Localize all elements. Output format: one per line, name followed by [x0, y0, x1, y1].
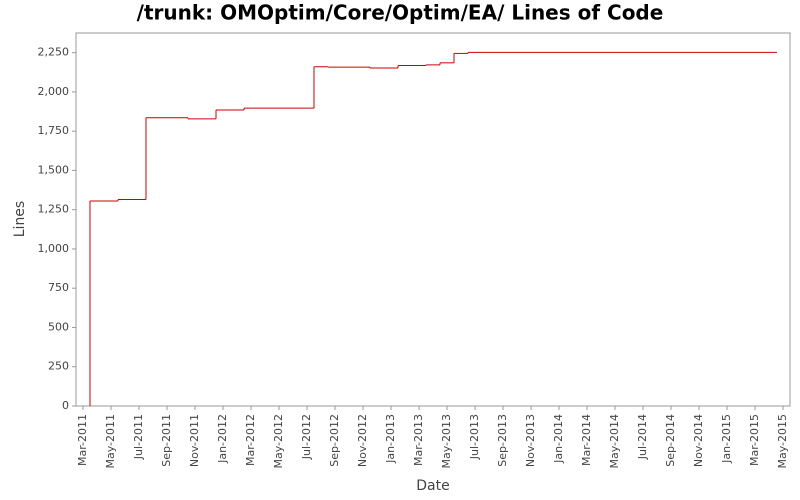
y-tick-label: 0 [62, 399, 69, 412]
x-tick-label: Jan-2012 [216, 414, 229, 464]
x-tick-label: May-2014 [608, 414, 621, 469]
y-tick-label: 1,500 [38, 163, 70, 176]
x-tick-label: Jul-2014 [636, 414, 649, 460]
x-tick-label: Nov-2014 [692, 414, 705, 467]
x-tick-label: May-2015 [776, 414, 789, 469]
x-tick-label: Mar-2014 [580, 414, 593, 466]
x-tick-label: Sep-2011 [160, 414, 173, 467]
y-tick-label: 250 [48, 360, 69, 373]
x-tick-label: May-2012 [272, 414, 285, 469]
x-tick-label: Sep-2012 [328, 414, 341, 467]
x-tick-label: Jul-2012 [300, 414, 313, 460]
x-tick-label: Jan-2015 [720, 414, 733, 464]
x-tick-label: Jul-2011 [132, 414, 145, 460]
x-tick-label: Mar-2011 [76, 414, 89, 466]
y-tick-label: 750 [48, 281, 69, 294]
y-tick-label: 500 [48, 320, 69, 333]
y-tick-label: 1,250 [38, 203, 70, 216]
x-tick-label: Nov-2012 [356, 414, 369, 467]
x-tick-label: Sep-2013 [496, 414, 509, 467]
y-tick-label: 1,750 [38, 124, 70, 137]
y-tick-label: 2,250 [38, 46, 70, 59]
plot-area [75, 32, 791, 407]
x-tick-label: Jan-2014 [552, 414, 565, 464]
y-tick-label: 2,000 [38, 85, 70, 98]
x-tick-label: Mar-2013 [412, 414, 425, 466]
x-tick-label: Nov-2011 [188, 414, 201, 467]
x-tick-label: Sep-2014 [664, 414, 677, 467]
x-tick-label: May-2011 [104, 414, 117, 469]
x-tick-label: Mar-2012 [244, 414, 257, 466]
x-tick-label: Jan-2013 [384, 414, 397, 464]
x-tick-label: May-2013 [440, 414, 453, 469]
chart-title: /trunk: OMOptim/Core/Optim/EA/ Lines of … [137, 1, 664, 25]
x-axis-label: Date [416, 478, 449, 494]
x-tick-label: Jul-2013 [468, 414, 481, 460]
x-tick-label: Nov-2013 [524, 414, 537, 467]
y-axis-label: Lines [12, 201, 28, 237]
y-tick-label: 1,000 [38, 242, 70, 255]
x-tick-label: Mar-2015 [748, 414, 761, 466]
